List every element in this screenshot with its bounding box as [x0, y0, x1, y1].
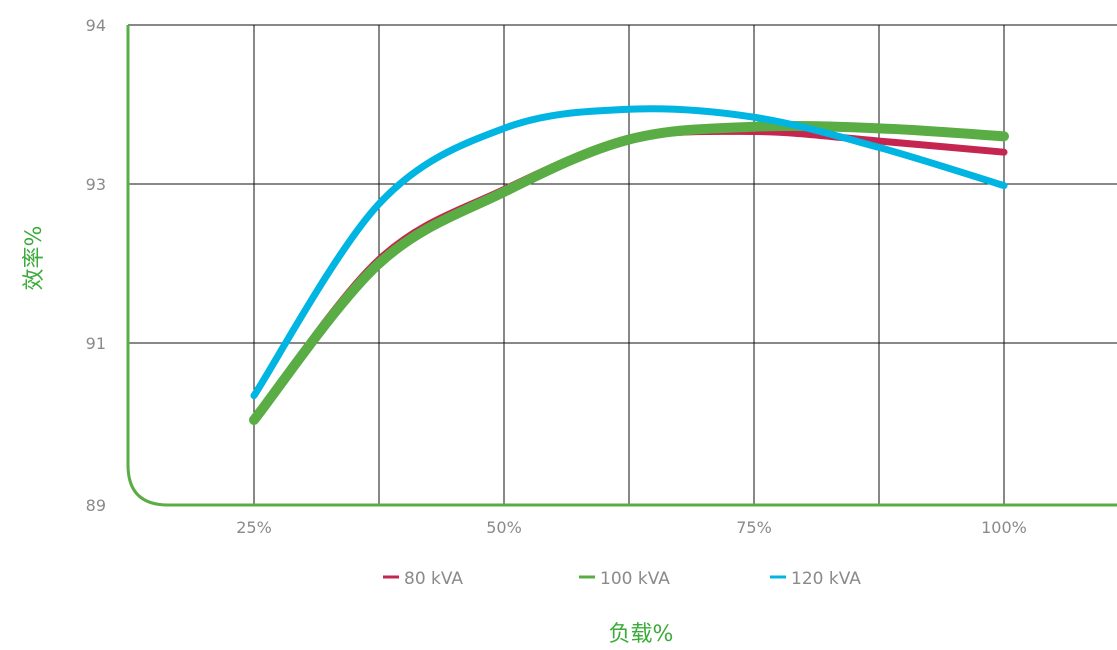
- legend-item: 80 kVA: [383, 569, 463, 589]
- y-tick-label: 89: [86, 496, 106, 515]
- axis-layer: [126, 25, 1117, 507]
- series-line-100-kva: [249, 120, 1009, 425]
- legend-label: 100 kVA: [600, 569, 670, 589]
- axis-line: [126, 25, 1117, 507]
- y-tick-label: 91: [86, 334, 106, 353]
- y-axis-title: 效率%: [22, 226, 47, 291]
- x-tick-label: 75%: [736, 518, 772, 537]
- legend-item: 120 kVA: [770, 569, 861, 589]
- x-axis-title: 负载%: [609, 622, 674, 646]
- y-tick-label: 94: [86, 16, 106, 35]
- series-line-120-kva: [250, 105, 1008, 400]
- y-tick-label: 93: [86, 175, 106, 194]
- legend: 80 kVA 100 kVA 120 kVA: [383, 569, 861, 589]
- legend-label: 80 kVA: [404, 569, 463, 589]
- tick-layer: 94 93 91 89 25% 50% 75% 100%: [86, 16, 1027, 537]
- x-tick-label: 100%: [981, 518, 1027, 537]
- x-tick-label: 50%: [486, 518, 522, 537]
- legend-item: 100 kVA: [579, 569, 670, 589]
- legend-label: 120 kVA: [791, 569, 861, 589]
- grid-layer: [128, 24, 1117, 505]
- series-layer: [249, 105, 1009, 425]
- x-tick-label: 25%: [236, 518, 272, 537]
